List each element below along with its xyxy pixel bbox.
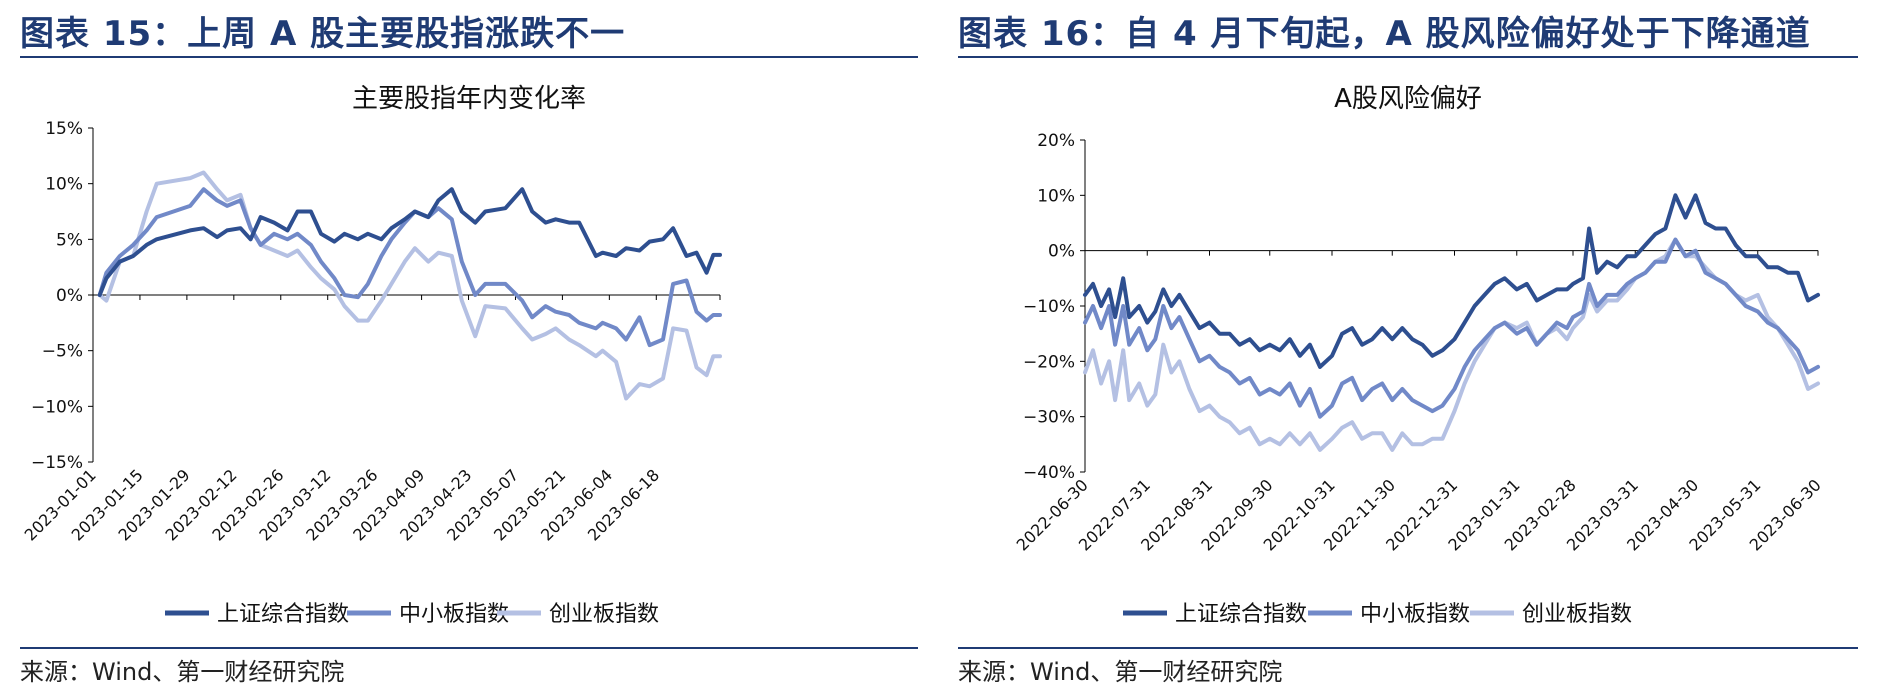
y-tick-label: −20% <box>1023 352 1075 372</box>
y-tick-label: 0% <box>1048 242 1075 262</box>
legend-label: 上证综合指数 <box>217 602 349 627</box>
series-line <box>1083 237 1820 419</box>
y-tick-label: 15% <box>45 119 83 139</box>
legend-label: 中小板指数 <box>399 602 509 627</box>
series-line <box>97 170 722 401</box>
right-figure-panel: 图表 16：自 4 月下旬起，A 股风险偏好处于下降通道 A股风险偏好 20% 1… <box>958 0 1858 689</box>
y-tick-label: 20% <box>1037 131 1075 151</box>
line-chart-risk-appetite: 20%10%0%−10%−20%−30%−40%2022-06-302022-0… <box>1013 131 1825 627</box>
figure-title: 图表 16：自 4 月下旬起，A 股风险偏好处于下降通道 <box>958 14 1811 54</box>
source-rule <box>20 647 918 649</box>
y-tick-label: −10% <box>1023 297 1075 317</box>
chart-title: A股风险偏好 <box>1334 84 1482 114</box>
y-tick-label: −15% <box>31 453 83 473</box>
series-line <box>1083 193 1820 369</box>
line-chart-index-change: 15%10%5%0%−5%−10%−15%2023-01-012023-01-1… <box>21 119 722 627</box>
title-rule <box>958 56 1858 58</box>
source-note: 来源：Wind、第一财经研究院 <box>20 658 345 686</box>
series-line <box>1083 237 1820 452</box>
source-rule <box>958 647 1858 649</box>
chart-title: 主要股指年内变化率 <box>351 84 586 114</box>
y-tick-label: 10% <box>45 175 83 195</box>
y-tick-label: −40% <box>1023 463 1075 483</box>
legend-label: 创业板指数 <box>1522 602 1632 627</box>
series-line <box>97 187 722 297</box>
figure-title: 图表 15：上周 A 股主要股指涨跌不一 <box>20 14 626 54</box>
left-figure-panel: 图表 15：上周 A 股主要股指涨跌不一 主要股指年内变化率 15% 10% 5% 0… <box>20 0 918 689</box>
y-tick-label: −30% <box>1023 408 1075 428</box>
y-tick-label: 0% <box>56 286 83 306</box>
y-tick-label: 5% <box>56 230 83 250</box>
y-tick-label: −5% <box>42 342 83 362</box>
y-tick-label: −10% <box>31 397 83 417</box>
source-note: 来源：Wind、第一财经研究院 <box>958 658 1283 686</box>
title-rule <box>20 56 918 58</box>
legend-label: 创业板指数 <box>549 602 659 627</box>
legend-label: 上证综合指数 <box>1175 602 1307 627</box>
series-line <box>97 187 722 348</box>
legend-label: 中小板指数 <box>1360 602 1470 627</box>
y-tick-label: 10% <box>1037 186 1075 206</box>
